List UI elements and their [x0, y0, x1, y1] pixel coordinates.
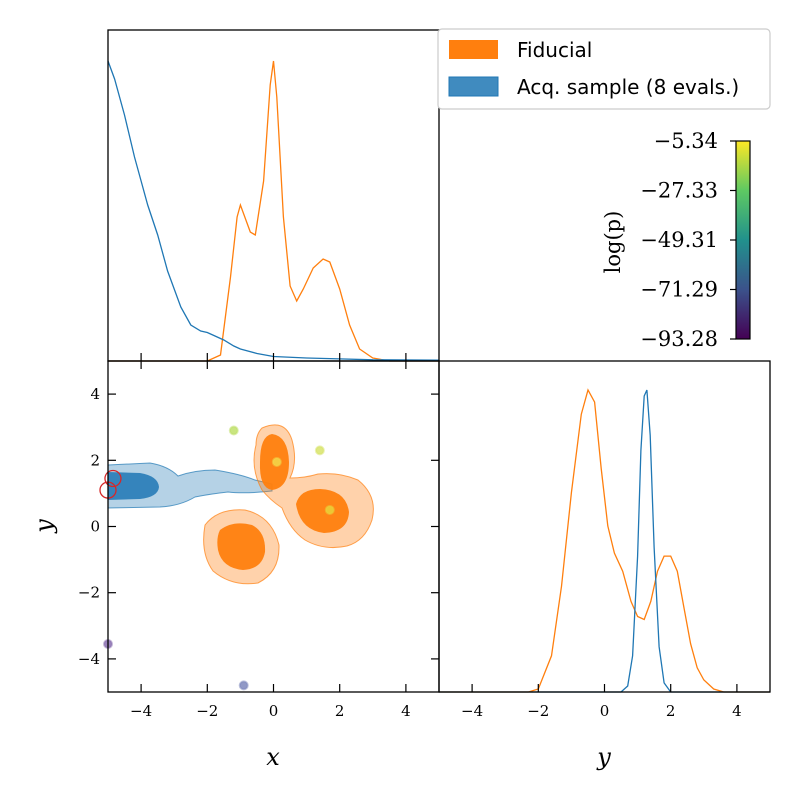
legend-swatch-fiducial [449, 40, 498, 59]
legend-box [437, 28, 771, 110]
x-marginal-line-1 [107, 60, 440, 361]
legend-label-fiducial: Fiducial [517, 38, 592, 62]
joint-ticks: −4 −2 0 2 4 4 2 0 −2 −4 [78, 361, 439, 720]
y-marginal-line-0 [439, 388, 770, 693]
sampled-point-0 [104, 469, 122, 488]
x-marginal-ticks [140, 353, 407, 361]
joint-ytick-label-1: 2 [90, 451, 100, 469]
legend-label-acquisition: Acq. sample (8 evals.) [517, 75, 739, 99]
joint-xtick-label-3: 2 [335, 702, 345, 720]
colorbar-tick-label-0: −5.34 [654, 129, 718, 153]
joint-xtick-label-4: 4 [401, 702, 411, 720]
y-marginal-curves [439, 388, 770, 693]
y-marginal-tick-label-2: 0 [600, 702, 610, 720]
x-marginal-line-0 [108, 60, 439, 362]
y-marginal-tick-label-3: 2 [666, 702, 676, 720]
joint-point-1 [314, 445, 325, 456]
y-marginal-ticks: −4 −2 0 2 4 [461, 684, 742, 720]
legend: Fiducial Acq. sample (8 evals.) [437, 28, 771, 110]
legend-swatch-acquisition [448, 76, 499, 97]
joint-xtick-label-0: −4 [130, 702, 152, 720]
joint-panel: −4 −2 0 2 4 4 2 0 −2 −4 x y [30, 360, 440, 771]
joint-frame [107, 360, 440, 693]
colorbar-tick-label-4: −93.28 [640, 327, 718, 351]
joint-point-3 [324, 504, 335, 515]
x-marginal-frame [107, 29, 440, 362]
colorbar: −5.34 −27.33 −49.31 −71.29 −93.28 log(p) [601, 129, 751, 351]
x-marginal-curves [107, 60, 440, 362]
joint-xtick-label-1: −2 [196, 702, 218, 720]
joint-x-axis-label: x [266, 743, 280, 771]
colorbar-tick-label-3: −71.29 [640, 278, 718, 302]
y-marginal-line-1 [439, 389, 770, 693]
y-marginal-panel: −4 −2 0 2 4 y [438, 360, 771, 771]
joint-point-2 [271, 456, 282, 467]
fiducial-region-inner-left [217, 523, 266, 570]
colorbar-gradient [735, 140, 751, 340]
colorbar-ticks: −5.34 −27.33 −49.31 −71.29 −93.28 [640, 129, 736, 351]
colorbar-tick-label-1: −27.33 [640, 179, 718, 203]
colorbar-label: log(p) [601, 211, 625, 274]
joint-ytick-label-2: 0 [90, 518, 100, 536]
y-marginal-frame [438, 360, 771, 693]
y-marginal-tick-label-1: −2 [527, 702, 549, 720]
joint-ytick-label-0: 4 [90, 385, 100, 403]
joint-ytick-label-4: −4 [78, 650, 100, 668]
joint-y-axis-label: y [30, 519, 58, 534]
joint-point-5 [238, 680, 249, 691]
joint-ytick-label-3: −2 [78, 584, 100, 602]
fiducial-region-inner-right [296, 489, 349, 533]
x-marginal-panel [107, 29, 440, 362]
joint-point-0 [228, 425, 239, 436]
joint-xtick-label-2: 0 [269, 702, 279, 720]
y-marginal-tick-label-0: −4 [461, 702, 483, 720]
y-marginal-x-axis-label: y [596, 743, 611, 771]
y-marginal-tick-label-4: 4 [732, 702, 742, 720]
colorbar-tick-label-2: −49.31 [640, 228, 718, 252]
